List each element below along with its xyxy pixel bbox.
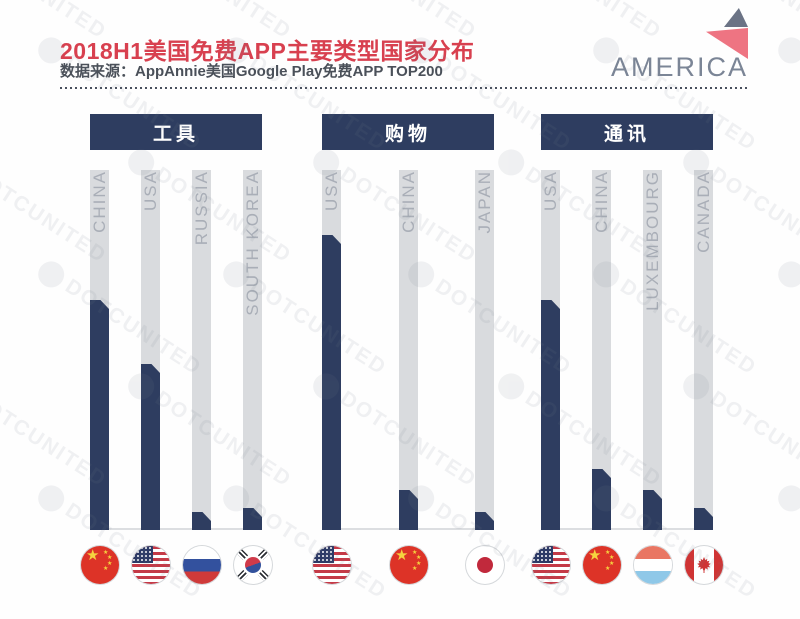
small-star-icon: ★ (107, 555, 113, 561)
group-header-label: 工具 (90, 114, 262, 150)
bar-label-usa: USA (141, 170, 160, 211)
bar-track-japan (475, 170, 494, 530)
bar-fill-usa (541, 300, 560, 530)
small-star-icon: ★ (605, 550, 611, 556)
bar-track-south-korea (243, 170, 262, 530)
flag-luxembourg-icon (634, 546, 672, 584)
axis-baseline (90, 528, 262, 530)
trigram-icon (236, 569, 249, 582)
bar-fill-china (399, 490, 418, 530)
brand-wordmark: AMERICA (610, 52, 748, 82)
red-band (713, 546, 723, 584)
chart-group-3: 通讯 USA CHINA ★ ★ ★ ★ ★ LUXEMBOURG CANADA (532, 114, 723, 584)
flag-south-korea-icon (234, 546, 272, 584)
small-star-icon: ★ (416, 561, 422, 567)
bar-label-luxembourg: LUXEMBOURG (643, 170, 662, 311)
bar-label-china: CHINA (399, 170, 418, 233)
flag-canada-icon (685, 546, 723, 584)
small-star-icon: ★ (107, 561, 113, 567)
small-star-icon: ★ (412, 566, 418, 572)
dotted-divider (60, 87, 747, 89)
small-star-icon: ★ (609, 555, 615, 561)
chart-group-2: 购物 USA CHINA ★ ★ ★ ★ ★ JAPAN (313, 114, 504, 584)
flag-russia-icon (183, 546, 221, 584)
big-star-icon: ★ (86, 547, 100, 564)
big-star-icon: ★ (395, 547, 409, 564)
small-star-icon: ★ (103, 550, 109, 556)
bar-label-south-korea: SOUTH KOREA (243, 170, 262, 316)
bar-label-japan: JAPAN (475, 170, 494, 234)
bar-fill-luxembourg (643, 490, 662, 530)
bar-fill-china (592, 469, 611, 530)
bar-track-canada (694, 170, 713, 530)
axis-baseline (541, 528, 713, 530)
maple-leaf-icon (697, 557, 711, 573)
bar-track-russia (192, 170, 211, 530)
bar-track-usa (541, 170, 560, 530)
red-band (685, 546, 695, 584)
bar-fill-south-korea (243, 508, 262, 530)
bar-track-usa (322, 170, 341, 530)
bar-label-china: CHINA (90, 170, 109, 233)
taegeuk-icon (245, 557, 261, 573)
flag-china-icon: ★ ★ ★ ★ ★ (390, 546, 428, 584)
small-star-icon: ★ (416, 555, 422, 561)
sun-disc-icon (477, 557, 493, 573)
usa-canton (132, 546, 153, 564)
small-star-icon: ★ (609, 561, 615, 567)
small-star-icon: ★ (103, 566, 109, 572)
bar-track-luxembourg (643, 170, 662, 530)
usa-canton (313, 546, 334, 564)
bar-track-china (592, 170, 611, 530)
usa-canton (532, 546, 553, 564)
bar-fill-canada (694, 508, 713, 530)
flag-china-icon: ★ ★ ★ ★ ★ (583, 546, 621, 584)
flag-usa-icon (532, 546, 570, 584)
bar-fill-russia (192, 512, 211, 530)
bar-track-china (399, 170, 418, 530)
flag-usa-icon (313, 546, 351, 584)
bar-label-china: CHINA (592, 170, 611, 233)
bar-label-canada: CANADA (694, 170, 713, 253)
trigram-icon (257, 548, 270, 561)
bar-fill-usa (322, 235, 341, 530)
bar-label-russia: RUSSIA (192, 170, 211, 246)
group-header-label: 购物 (322, 114, 494, 150)
trigram-icon (257, 569, 270, 582)
small-star-icon: ★ (605, 566, 611, 572)
data-source-subtitle: 数据来源：AppAnnie美国Google Play免费APP TOP200 (60, 63, 443, 80)
bar-label-usa: USA (541, 170, 560, 211)
bar-track-china (90, 170, 109, 530)
small-star-icon: ★ (412, 550, 418, 556)
page-title: 2018H1美国免费APP主要类型国家分布 (60, 38, 475, 64)
chart-group-1: 工具 CHINA ★ ★ ★ ★ ★ USA RUSSIA SOUTH KOREA (81, 114, 272, 584)
big-star-icon: ★ (588, 547, 602, 564)
bar-fill-japan (475, 512, 494, 530)
flag-japan-icon (466, 546, 504, 584)
flag-china-icon: ★ ★ ★ ★ ★ (81, 546, 119, 584)
flag-usa-icon (132, 546, 170, 584)
bar-fill-china (90, 300, 109, 530)
bar-fill-usa (141, 364, 160, 530)
group-header-label: 通讯 (541, 114, 713, 150)
bar-track-usa (141, 170, 160, 530)
bar-label-usa: USA (322, 170, 341, 211)
